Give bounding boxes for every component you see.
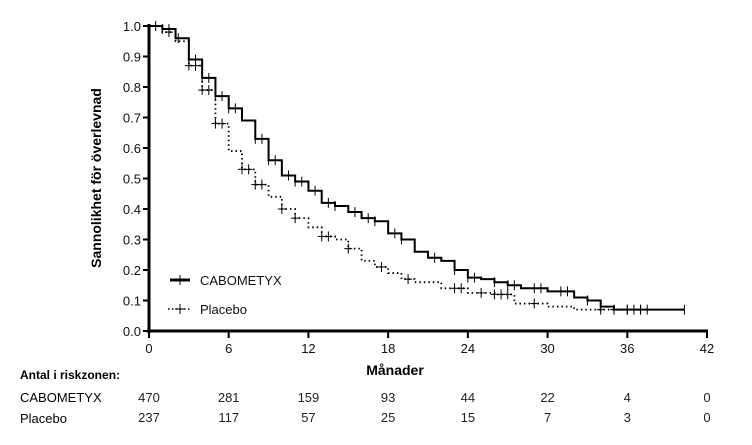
risk-cell: 4 <box>623 390 631 405</box>
axes: 0.0 0.1 0.2 0.3 0.4 0.5 0.6 0.7 0.8 0.9 1.0 0 6 12 18 2… <box>123 19 714 356</box>
risk-cell: 15 <box>460 410 476 425</box>
x-tick-label: 6 <box>225 341 232 356</box>
x-tick-label: 24 <box>461 341 475 356</box>
curve-cabometyx <box>149 25 685 311</box>
risk-cell: 3 <box>623 410 631 425</box>
risk-cell: 25 <box>380 410 396 425</box>
risk-row-label-cabometyx: CABOMETYX <box>20 390 102 405</box>
y-tick-label: 0.3 <box>123 233 141 248</box>
risk-cell: 0 <box>703 410 711 425</box>
risk-cell: 7 <box>543 410 552 425</box>
risk-cell: 0 <box>703 390 711 405</box>
y-tick-label: 0.0 <box>123 324 141 339</box>
x-tick-label: 12 <box>301 341 315 356</box>
risk-cell: 470 <box>138 390 160 405</box>
legend-label-placebo: Placebo <box>200 302 247 317</box>
risk-cell: 57 <box>301 410 316 425</box>
y-tick-label: 1.0 <box>123 19 141 34</box>
risk-cell: 44 <box>460 390 476 405</box>
legend-label-cabometyx: CABOMETYX <box>200 273 282 288</box>
y-tick-label: 0.4 <box>123 202 141 217</box>
curve-placebo <box>149 25 648 311</box>
risk-cell: 237 <box>138 410 160 425</box>
y-tick-label: 0.7 <box>123 111 141 126</box>
y-tick-label: 0.8 <box>123 80 141 95</box>
y-tick-label: 0.5 <box>123 172 141 187</box>
risk-cell: 159 <box>297 390 320 405</box>
risk-cell: 93 <box>380 390 396 405</box>
x-tick-label: 18 <box>381 341 395 356</box>
y-tick-label: 0.2 <box>123 263 141 278</box>
y-tick-label: 0.1 <box>123 294 141 309</box>
x-tick-label: 36 <box>620 341 634 356</box>
y-tick-label: 0.6 <box>123 141 141 156</box>
risk-row-label-placebo: Placebo <box>20 411 67 426</box>
x-tick-label: 0 <box>145 341 152 356</box>
x-tick-label: 30 <box>540 341 554 356</box>
y-axis-label: Sannolikhet för överlevnad <box>88 88 104 268</box>
y-tick-label: 0.9 <box>123 50 141 65</box>
curves <box>149 21 685 315</box>
legend: CABOMETYX Placebo <box>168 273 282 317</box>
risk-cell: 117 <box>218 410 240 425</box>
risk-cell: 22 <box>540 390 555 405</box>
x-axis-label: Månader <box>366 362 424 378</box>
risk-table-title: Antal i riskzonen: <box>20 368 121 382</box>
risk-cell: 281 <box>217 390 240 405</box>
x-tick-label: 42 <box>700 341 714 356</box>
